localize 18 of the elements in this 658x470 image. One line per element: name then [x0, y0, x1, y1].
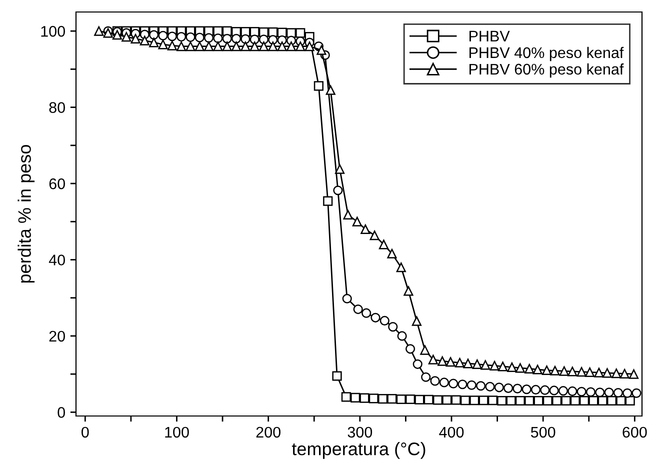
- y-tick-label: 100: [41, 26, 65, 37]
- x-tick-label: 100: [165, 426, 189, 438]
- x-tick-label: 300: [348, 426, 372, 438]
- x-tick-label: 200: [256, 426, 280, 438]
- y-tick-label: 80: [49, 102, 65, 113]
- x-tick-label: 500: [530, 426, 556, 438]
- legend-label: PHBV 40% peso kenaf: [470, 46, 624, 62]
- y-axis-title: perdita % in peso: [18, 144, 35, 283]
- y-tick-label: 20: [49, 330, 65, 342]
- x-tick-label: 400: [439, 426, 464, 438]
- y-tick-label: 60: [49, 178, 65, 190]
- legend-label: PHBV: [470, 30, 510, 42]
- x-tick-label: 600: [622, 426, 647, 438]
- x-axis-title: temperatura (°C): [292, 442, 426, 459]
- x-tick-label: 0: [82, 426, 89, 438]
- legend-label: PHBV 60% peso kenaf: [470, 63, 624, 78]
- y-tick-label: 0: [58, 407, 65, 418]
- y-tick-label: 40: [48, 254, 65, 266]
